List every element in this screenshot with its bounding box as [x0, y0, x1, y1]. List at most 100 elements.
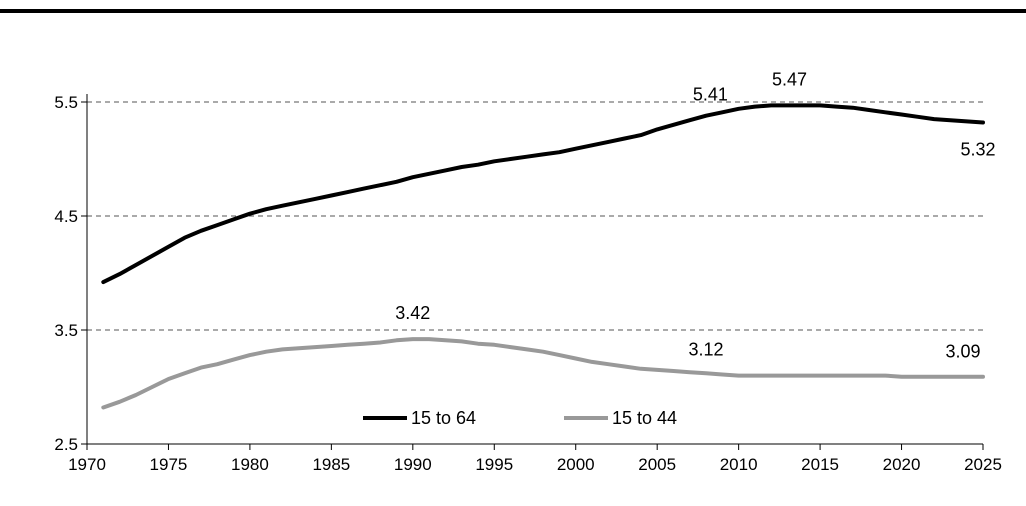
y-tick-label: 2.5	[54, 435, 78, 454]
data-point	[688, 119, 691, 122]
data-point	[753, 374, 756, 377]
data-point	[982, 121, 985, 124]
x-tick-label: 1990	[394, 455, 432, 474]
data-point	[151, 386, 154, 389]
data-point	[216, 363, 219, 366]
data-point	[574, 357, 577, 360]
data-point	[297, 347, 300, 350]
data-point	[167, 378, 170, 381]
data-point	[428, 172, 431, 175]
series-line-15-to-44	[101, 337, 985, 410]
data-point	[232, 218, 235, 221]
data-point	[297, 201, 300, 204]
data-point	[753, 105, 756, 108]
x-tick-label: 2025	[964, 455, 1002, 474]
x-tick-label: 2010	[720, 455, 758, 474]
legend-item-15-to-44: 15 to 44	[564, 408, 677, 428]
data-point	[802, 104, 805, 107]
data-point	[965, 375, 968, 378]
data-point	[721, 111, 724, 114]
data-point	[623, 365, 626, 368]
data-point	[542, 153, 545, 156]
data-point	[102, 406, 105, 409]
data-point	[982, 375, 985, 378]
data-point	[248, 212, 251, 215]
data-point	[134, 264, 137, 267]
data-point	[314, 346, 317, 349]
x-tick-label: 2020	[883, 455, 921, 474]
data-label: 3.42	[395, 303, 430, 323]
data-point	[509, 346, 512, 349]
data-label: 5.47	[772, 69, 807, 89]
data-label: 3.09	[945, 342, 980, 362]
data-label: 5.41	[693, 84, 728, 104]
data-point	[493, 160, 496, 163]
data-point	[851, 106, 854, 109]
data-point	[851, 374, 854, 377]
data-point	[900, 375, 903, 378]
series-points-15-to-64	[102, 104, 985, 284]
data-point	[444, 169, 447, 172]
data-point	[916, 375, 919, 378]
data-point	[183, 372, 186, 375]
data-point	[525, 155, 528, 158]
data-point	[362, 187, 365, 190]
data-point	[607, 140, 610, 143]
data-point	[444, 339, 447, 342]
data-point	[705, 114, 708, 117]
data-point	[200, 366, 203, 369]
data-point	[558, 354, 561, 357]
data-point	[395, 180, 398, 183]
axes: 2.5 3.5 4.5 5.5 1970 1975 1980 1985 1990 1995 2000…	[54, 93, 1002, 474]
data-point	[884, 111, 887, 114]
data-point	[949, 119, 952, 122]
data-point	[672, 123, 675, 126]
data-point	[819, 374, 822, 377]
data-point	[835, 374, 838, 377]
data-point	[346, 191, 349, 194]
data-point	[379, 341, 382, 344]
data-point	[265, 350, 268, 353]
data-point	[607, 363, 610, 366]
data-point	[672, 370, 675, 373]
data-point	[900, 113, 903, 116]
data-point	[281, 204, 284, 207]
y-tick-label: 3.5	[54, 321, 78, 340]
data-point	[884, 374, 887, 377]
data-point	[102, 281, 105, 284]
data-point	[200, 229, 203, 232]
data-point	[933, 118, 936, 121]
data-point	[411, 176, 414, 179]
x-tick-label: 1970	[68, 455, 106, 474]
data-point	[460, 340, 463, 343]
data-point	[591, 144, 594, 147]
data-point	[867, 374, 870, 377]
y-tick-label: 4.5	[54, 207, 78, 226]
data-point	[574, 147, 577, 150]
data-point	[656, 368, 659, 371]
data-point	[949, 375, 952, 378]
data-labels: 5.41 5.47 5.32 3.42 3.12 3.09	[395, 69, 995, 361]
data-point	[411, 338, 414, 341]
data-point	[248, 354, 251, 357]
data-point	[493, 343, 496, 346]
data-point	[346, 343, 349, 346]
data-point	[314, 197, 317, 200]
data-point	[558, 151, 561, 154]
legend-item-15-to-64: 15 to 64	[363, 408, 476, 428]
data-point	[525, 348, 528, 351]
data-point	[639, 367, 642, 370]
data-point	[656, 128, 659, 131]
data-point	[265, 208, 268, 211]
legend-label: 15 to 44	[612, 408, 677, 428]
data-point	[623, 137, 626, 140]
data-point	[509, 158, 512, 161]
x-tick-label: 1995	[475, 455, 513, 474]
data-point	[460, 165, 463, 168]
data-point	[819, 104, 822, 107]
data-point	[916, 115, 919, 118]
data-point	[330, 344, 333, 347]
data-label: 3.12	[689, 339, 724, 359]
legend-label: 15 to 64	[411, 408, 476, 428]
